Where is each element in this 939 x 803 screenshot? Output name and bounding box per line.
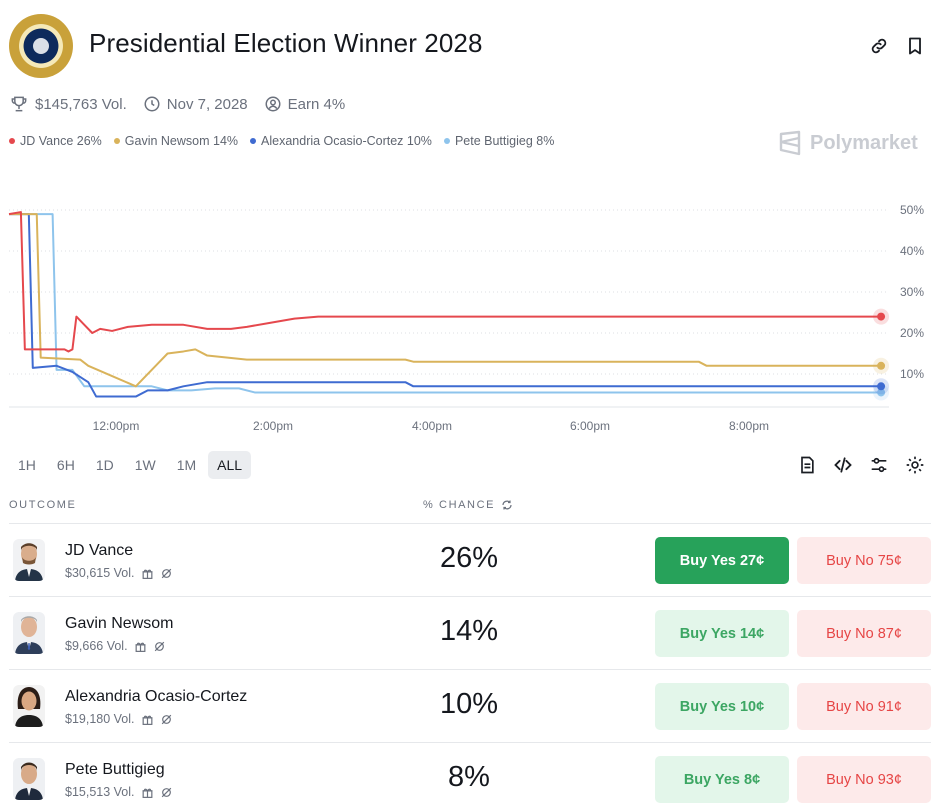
gift-icon [135,642,145,652]
gift-icon [142,715,152,725]
series-end-dot [877,312,886,321]
chance-value: 14% [439,615,499,647]
candidate-volume: $30,615 Vol. [65,566,173,580]
total-volume: $145,763 Vol. [35,95,127,113]
outcome-row: Gavin Newsom $9,666 Vol. 14% Buy Yes 14¢… [9,596,931,669]
y-tick-label: 30% [900,285,924,299]
refresh-icon[interactable] [501,499,513,511]
range-all[interactable]: ALL [208,451,252,479]
x-tick-label: 12:00pm [93,419,140,433]
series-line [9,213,882,394]
buy-yes-button[interactable]: Buy Yes 8¢ [655,756,789,803]
y-tick-label: 20% [900,326,924,340]
no-fee-icon [161,568,171,578]
candidate-avatar [13,685,45,727]
gift-icon [142,569,152,579]
outcome-row: Alexandria Ocasio-Cortez $19,180 Vol. 10… [9,669,931,742]
x-tick-label: 8:00pm [729,419,769,433]
y-tick-label: 40% [900,244,924,258]
candidate-name[interactable]: JD Vance [65,542,134,559]
candidate-name[interactable]: Alexandria Ocasio-Cortez [65,688,248,705]
candidate-avatar [13,758,45,800]
chance-value: 10% [439,688,499,720]
gift-icon [142,788,152,798]
polymarket-logo-icon [779,130,801,156]
trophy-icon [11,96,27,112]
range-1d[interactable]: 1D [95,457,114,473]
bookmark-icon[interactable] [905,36,925,56]
candidate-volume: $19,180 Vol. [65,712,173,726]
legend-item: Gavin Newsom 14% [113,134,238,148]
buy-yes-button[interactable]: Buy Yes 10¢ [655,683,789,730]
candidate-volume: $9,666 Vol. [65,639,166,653]
candidate-name[interactable]: Pete Buttigieg [65,761,165,778]
candidate-avatar [13,612,45,654]
embed-code-icon[interactable] [833,455,853,475]
y-tick-label: 50% [900,203,924,217]
series-line [9,213,882,388]
series-line [8,211,882,353]
candidate-name[interactable]: Gavin Newsom [65,615,174,632]
y-tick-label: 10% [900,367,924,381]
series-end-dot [877,382,886,391]
no-fee-icon [154,641,164,651]
buy-no-button[interactable]: Buy No 93¢ [797,756,931,803]
buy-no-button[interactable]: Buy No 87¢ [797,610,931,657]
outcome-column-header: OUTCOME [9,499,77,511]
settings-gear-icon[interactable] [905,455,925,475]
range-6h[interactable]: 6H [56,457,75,473]
document-icon[interactable] [797,455,817,475]
sliders-icon[interactable] [869,455,889,475]
x-tick-label: 2:00pm [253,419,293,433]
buy-yes-button[interactable]: Buy Yes 14¢ [655,610,789,657]
series-line [9,213,882,398]
candidate-volume: $15,513 Vol. [65,785,173,799]
outcome-row: Pete Buttigieg $15,513 Vol. 8% Buy Yes 8… [9,742,931,803]
buy-yes-button[interactable]: Buy Yes 27¢ [655,537,789,584]
series-end-dot [877,361,886,370]
buy-no-button[interactable]: Buy No 75¢ [797,537,931,584]
chance-value: 26% [439,542,499,574]
price-history-chart: 10% 20% 30% 40% 50% 12:00pm 2:00pm 4:00pm 6:00pm… [8,203,924,433]
presidential-seal-icon [9,14,73,78]
buy-no-button[interactable]: Buy No 91¢ [797,683,931,730]
legend-item: Alexandria Ocasio-Cortez 10% [250,134,432,148]
candidate-avatar [13,539,45,581]
link-icon[interactable] [869,36,889,56]
no-fee-icon [161,714,171,724]
rewards-icon [265,96,281,112]
clock-icon [144,96,160,112]
no-fee-icon [161,787,171,797]
range-1h[interactable]: 1H [18,457,36,473]
x-tick-label: 4:00pm [412,419,452,433]
series-end-dot [877,388,886,397]
chance-column-header: % CHANCE [423,499,513,511]
range-1w[interactable]: 1W [134,457,156,473]
legend-item: JD Vance 26% [9,134,102,148]
legend-item: Pete Buttigieg 8% [443,134,554,148]
chance-value: 8% [448,761,490,793]
earn-rate[interactable]: Earn 4% [287,95,346,113]
outcome-row: JD Vance $30,615 Vol. 26% Buy Yes 27¢ Bu… [9,523,931,596]
time-range-selector: 1H 6H 1D 1W 1M ALL [9,451,254,479]
end-date: Nov 7, 2028 [166,95,248,113]
polymarket-logo: Polymarket [778,130,918,156]
range-1m[interactable]: 1M [176,457,197,473]
x-tick-label: 6:00pm [570,419,610,433]
page-title: Presidential Election Winner 2028 [89,28,483,58]
market-meta: $145,763 Vol. Nov 7, 2028 Earn 4% [9,94,361,114]
chart-legend: JD Vance 26% Gavin Newsom 14% Alexandria… [9,134,566,148]
